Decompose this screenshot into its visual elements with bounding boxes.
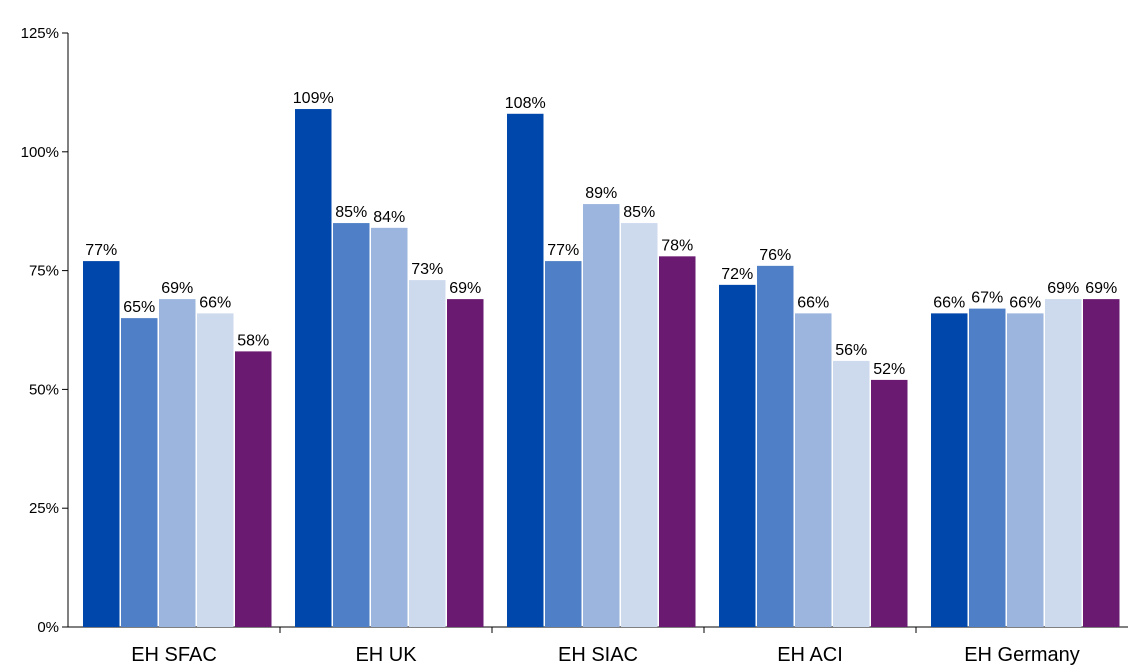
bar-value-label: 73% — [411, 261, 443, 278]
bar — [659, 256, 696, 627]
y-tick-label: 100% — [21, 144, 59, 161]
bar — [621, 223, 658, 627]
bar-value-label: 69% — [449, 280, 481, 297]
bar — [447, 299, 484, 627]
bar — [1007, 313, 1044, 627]
bar-value-label: 69% — [161, 280, 193, 297]
x-category-label: EH SFAC — [131, 644, 217, 666]
y-axis: 0% 25% 50% 75% 100% 125% — [21, 25, 69, 636]
bar-value-label: 77% — [547, 242, 579, 259]
bar — [159, 299, 196, 627]
bar-value-label: 84% — [373, 209, 405, 226]
y-tick-label: 75% — [29, 263, 59, 280]
bar-value-label: 58% — [237, 332, 269, 349]
bar — [333, 223, 370, 627]
bar-value-label: 65% — [123, 299, 155, 316]
y-tick-label: 0% — [37, 619, 59, 636]
y-tick-label: 50% — [29, 381, 59, 398]
bar-value-label: 67% — [971, 290, 1003, 307]
x-category-label: EH Germany — [964, 644, 1080, 666]
bar — [1045, 299, 1082, 627]
bar — [719, 284, 756, 627]
bar — [583, 204, 620, 627]
bar — [121, 318, 158, 627]
bar — [931, 313, 968, 627]
bar — [757, 265, 794, 627]
bar-value-label: 69% — [1085, 280, 1117, 297]
bar — [235, 351, 272, 627]
bar — [871, 379, 908, 627]
bar-value-label: 66% — [1009, 294, 1041, 311]
x-category-label: EH UK — [355, 644, 417, 666]
x-axis: EH SFAC EH UK EH SIAC EH ACI EH Germany — [68, 626, 1128, 666]
bar-value-label: 56% — [835, 342, 867, 359]
bar — [409, 280, 446, 627]
x-category-label: EH SIAC — [558, 644, 638, 666]
bar-value-label: 85% — [335, 204, 367, 221]
bar-value-label: 69% — [1047, 280, 1079, 297]
bar — [1083, 299, 1120, 627]
bar-value-label: 78% — [661, 237, 693, 254]
bar — [83, 261, 120, 627]
bar-value-label: 66% — [797, 294, 829, 311]
bar — [371, 227, 408, 627]
bar — [197, 313, 234, 627]
bar-value-label: 72% — [721, 266, 753, 283]
bar-value-label: 76% — [759, 247, 791, 264]
bars — [83, 109, 1120, 628]
bar — [545, 261, 582, 627]
bar-value-label: 52% — [873, 361, 905, 378]
data-labels: 77% 65% 69% 66% 58% 109% 85% 84% 73% 69% 108% 77% 89… — [85, 90, 1117, 378]
bar-value-label: 89% — [585, 185, 617, 202]
x-category-label: EH ACI — [777, 644, 843, 666]
bar — [833, 360, 870, 627]
y-tick-label: 125% — [21, 25, 59, 42]
bar-value-label: 108% — [505, 95, 546, 112]
bar — [507, 113, 544, 627]
y-tick-label: 25% — [29, 500, 59, 517]
bar-value-label: 109% — [293, 90, 334, 107]
bar-value-label: 66% — [933, 294, 965, 311]
bar-value-label: 77% — [85, 242, 117, 259]
bar-value-label: 85% — [623, 204, 655, 221]
bar-value-label: 66% — [199, 294, 231, 311]
bar — [295, 109, 332, 628]
bar — [795, 313, 832, 627]
bar — [969, 308, 1006, 627]
